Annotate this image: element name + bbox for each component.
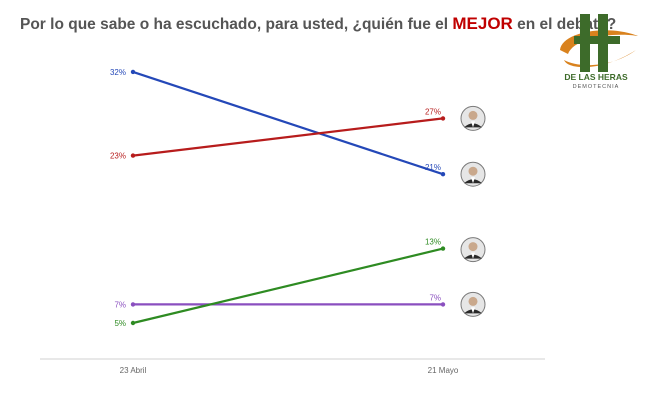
company-logo: DE LAS HERAS DEMOTECNIA — [552, 10, 642, 90]
data-label: 27% — [425, 107, 441, 116]
data-point — [440, 172, 446, 177]
candidate-photo-icon — [460, 105, 486, 131]
data-point — [440, 302, 446, 307]
series-line — [132, 70, 444, 176]
data-point — [130, 69, 136, 75]
chart-title: Por lo que sabe o ha escuchado, para ust… — [20, 14, 616, 34]
svg-text:DE LAS HERAS: DE LAS HERAS — [564, 72, 628, 82]
logo-mark-icon — [560, 14, 638, 72]
series-line — [132, 247, 444, 325]
data-point — [130, 320, 136, 326]
title-prefix: Por lo que sabe o ha escuchado, para ust… — [20, 16, 453, 33]
svg-text:DEMOTECNIA: DEMOTECNIA — [573, 84, 620, 90]
title-suffix: en el debate? — [512, 16, 617, 33]
data-point — [130, 153, 136, 158]
data-point — [130, 302, 136, 307]
data-point — [440, 116, 446, 121]
candidate-photo-icon — [460, 161, 486, 187]
data-label: 32% — [110, 68, 126, 77]
candidate-photo-icon — [460, 237, 486, 263]
data-label: 21% — [425, 163, 441, 172]
data-label: 5% — [114, 319, 126, 328]
candidate-photo-icon — [460, 291, 486, 317]
data-label: 7% — [114, 300, 126, 309]
series-line — [132, 117, 444, 157]
x-tick-label: 21 Mayo — [428, 366, 459, 375]
data-label: 23% — [110, 152, 126, 161]
title-highlight: MEJOR — [452, 14, 513, 33]
data-label: 7% — [429, 293, 441, 302]
data-label: 13% — [425, 238, 441, 247]
x-tick-label: 23 Abril — [120, 366, 147, 375]
data-point — [440, 246, 446, 251]
